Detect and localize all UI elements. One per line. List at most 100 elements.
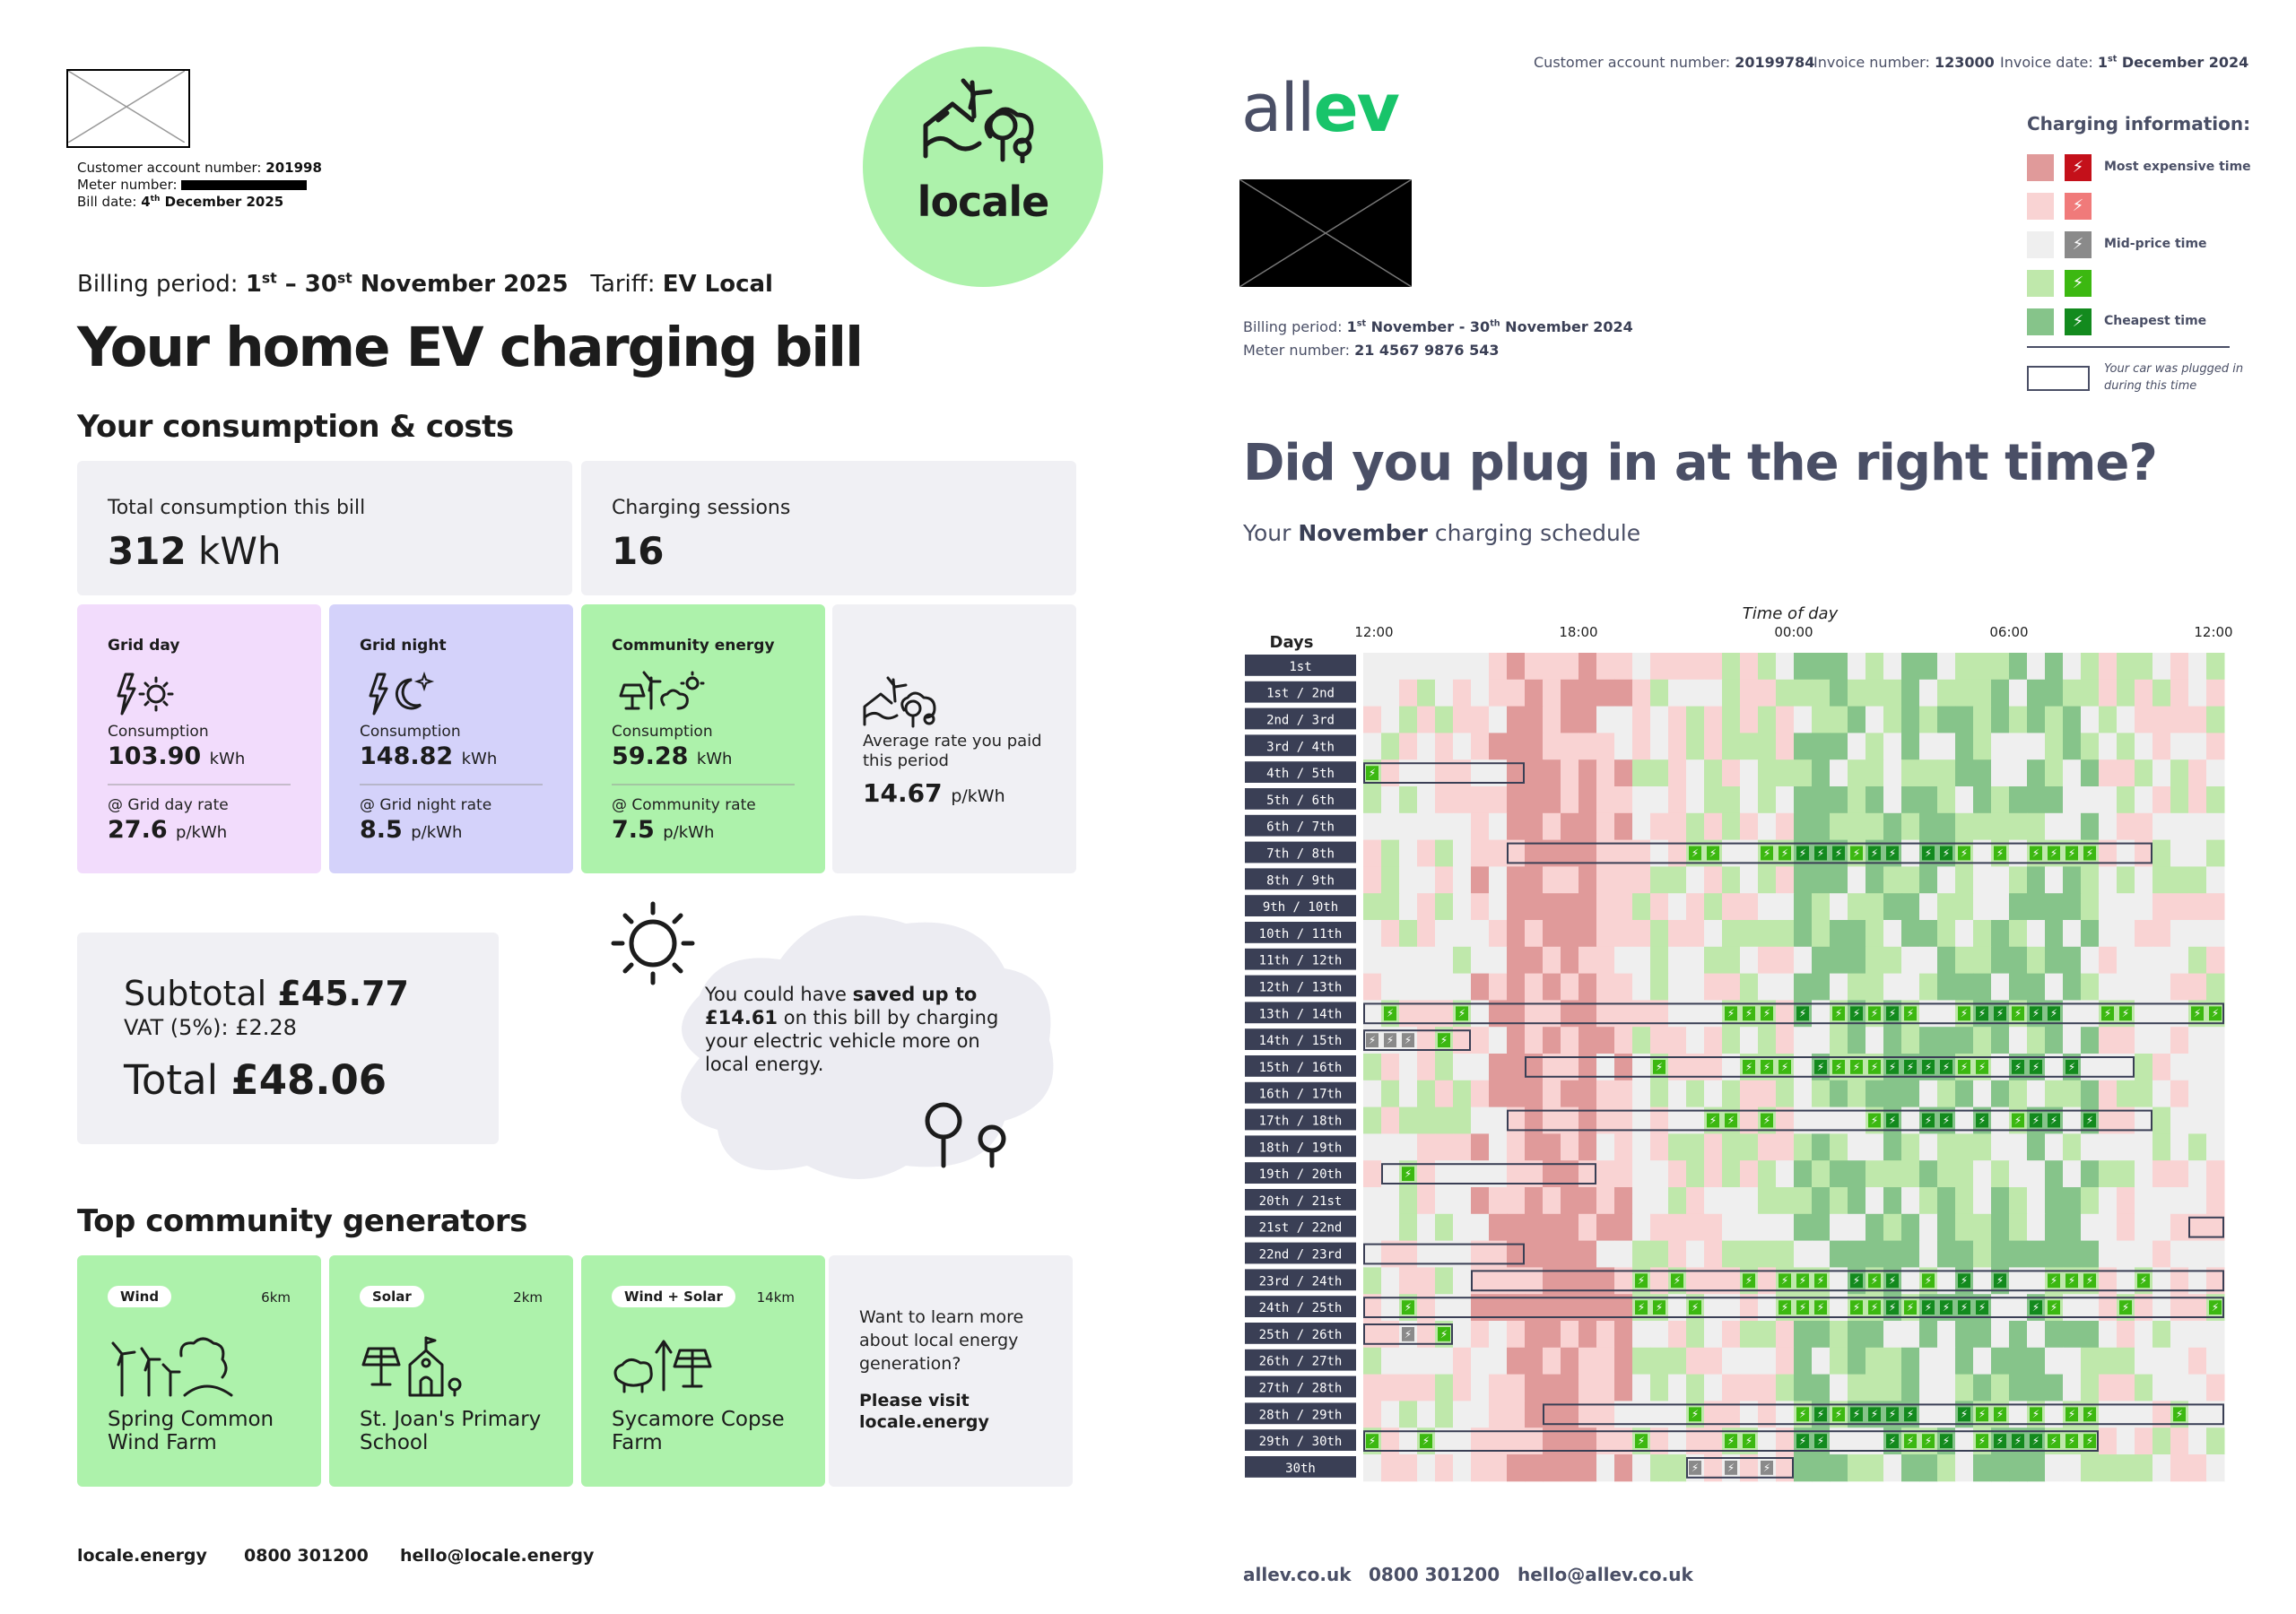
heatmap-cell (1596, 733, 1615, 760)
charging-badge (1725, 1113, 1737, 1128)
heatmap-cell (1561, 653, 1579, 681)
heatmap-cell (2188, 920, 2207, 948)
charging-badge (1922, 1434, 1935, 1448)
generator-type-badge: Solar (360, 1286, 424, 1307)
lightning-icon: ⚡ (1692, 1301, 1699, 1314)
heatmap-cell (2063, 1106, 2082, 1134)
heatmap-cell (1901, 1080, 1920, 1108)
heatmap-cell (1435, 759, 1454, 787)
lightning-icon: ⚡ (1943, 1435, 1950, 1447)
plugged-in-outline (1686, 1457, 1794, 1479)
heatmap-cell (1363, 1000, 1382, 1028)
row-label: 27th / 28th (1259, 1382, 1343, 1396)
heatmap-cell (1417, 1133, 1436, 1161)
heatmap-cell (1453, 1080, 1472, 1108)
heatmap-cell (1363, 1054, 1382, 1081)
bolt-sun-icon (117, 672, 174, 716)
heatmap-cell (1417, 946, 1436, 975)
heatmap-cell (1991, 1054, 2010, 1081)
charging-badge (1868, 1273, 1881, 1289)
heatmap-cell (1991, 973, 2010, 1001)
heatmap-cell (1578, 839, 1597, 867)
lightning-icon: ⚡ (1961, 1301, 1968, 1314)
charging-badge (1438, 1033, 1450, 1047)
heatmap-cell (1525, 1294, 1544, 1322)
heatmap-cell (2135, 759, 2153, 787)
heatmap-cell (1561, 1133, 1579, 1161)
charging-badge (1850, 1300, 1863, 1315)
heatmap-cell (2152, 1401, 2171, 1428)
plugged-in-outline (1471, 1270, 2224, 1292)
charging-badge (1886, 1273, 1899, 1289)
heatmap-cell (1507, 1133, 1526, 1161)
heatmap-cell (1543, 759, 1561, 787)
heatmap-cell (2188, 1240, 2207, 1268)
charging-badge (1940, 1113, 1952, 1128)
footer-email[interactable]: hello@allev.co.uk (1518, 1564, 1693, 1585)
heatmap-cell (1668, 946, 1687, 975)
solar-school-icon (361, 1336, 462, 1397)
heatmap-cell (2117, 1427, 2135, 1455)
heatmap-cell (1596, 759, 1615, 787)
generator-name: Spring Common Wind Farm (108, 1408, 274, 1454)
heatmap-cell (1561, 1427, 1579, 1455)
x-axis-title: Time of day (1743, 604, 1839, 623)
footer-email[interactable]: hello@locale.energy (400, 1546, 595, 1566)
charging-badge (1814, 1407, 1827, 1422)
heatmap-cell (1489, 946, 1508, 975)
heatmap-cell (1525, 866, 1544, 894)
heatmap-cell (1794, 1213, 1813, 1242)
heatmap-cell (2009, 1347, 2028, 1375)
heatmap-cell (1794, 1240, 1813, 1268)
learn-more-link[interactable]: Please visit locale.energy (859, 1391, 989, 1432)
heatmap-cell (1919, 1240, 1938, 1268)
heatmap-cell (1883, 1160, 1902, 1188)
heatmap-cell (1776, 1133, 1795, 1161)
charging-badge (1868, 1006, 1881, 1021)
heatmap-cell (1919, 1374, 1938, 1401)
heatmap-cell (2045, 893, 2064, 921)
heatmap-cell (1596, 866, 1615, 894)
heatmap-cell (1812, 866, 1831, 894)
heatmap-cell (1435, 1347, 1454, 1375)
heatmap-cell (2170, 1347, 2189, 1375)
heatmap-cell (1363, 1374, 1382, 1401)
heatmap-cell (1812, 759, 1831, 787)
heatmap-cell (1632, 1213, 1651, 1242)
generator-type-badge: Wind + Solar (612, 1286, 735, 1307)
footer-website[interactable]: locale.energy (77, 1546, 207, 1566)
heatmap-cell (1686, 759, 1705, 787)
heatmap-cell (1435, 786, 1454, 814)
heatmap-cell (1453, 759, 1472, 787)
heatmap-cell (2135, 1374, 2153, 1401)
heatmap-cell (2045, 1347, 2064, 1375)
legend-cell-swatch (2027, 193, 2054, 220)
charging-badge (1761, 1461, 1773, 1475)
heatmap-cell (1812, 1080, 1831, 1108)
lightning-icon: ⚡ (1781, 1301, 1788, 1314)
lightning-icon: ⚡ (1979, 1007, 1986, 1020)
heatmap-cell (1722, 706, 1741, 733)
lightning-icon: ⚡ (1943, 846, 1950, 859)
heatmap-cell (1525, 973, 1544, 1001)
row-label: 24th / 25th (1259, 1301, 1343, 1315)
charging-badge (2030, 1407, 2042, 1422)
lightning-icon: ⚡ (2194, 1007, 2201, 1020)
heatmap-cell (1614, 1213, 1633, 1242)
lightning-icon: ⚡ (1835, 1061, 1842, 1073)
heatmap-cell (1363, 1187, 1382, 1215)
heatmap-cell (1489, 653, 1508, 681)
heatmap-cell (2135, 812, 2153, 841)
heatmap-cell (1363, 1133, 1382, 1161)
heatmap-cell (1830, 1294, 1848, 1322)
heatmap-cell (1525, 1160, 1544, 1188)
heatmap-cell (2188, 1347, 2207, 1375)
heatmap-cell (1507, 1401, 1526, 1428)
footer-website[interactable]: allev.co.uk (1243, 1564, 1352, 1585)
heatmap-cell (1883, 1213, 1902, 1242)
heatmap-cell (1668, 1187, 1687, 1215)
heatmap-cell (1830, 1213, 1848, 1242)
heatmap-cell (2152, 1454, 2171, 1482)
heatmap-cell (1973, 866, 1992, 894)
heatmap-cell (1381, 1321, 1400, 1349)
